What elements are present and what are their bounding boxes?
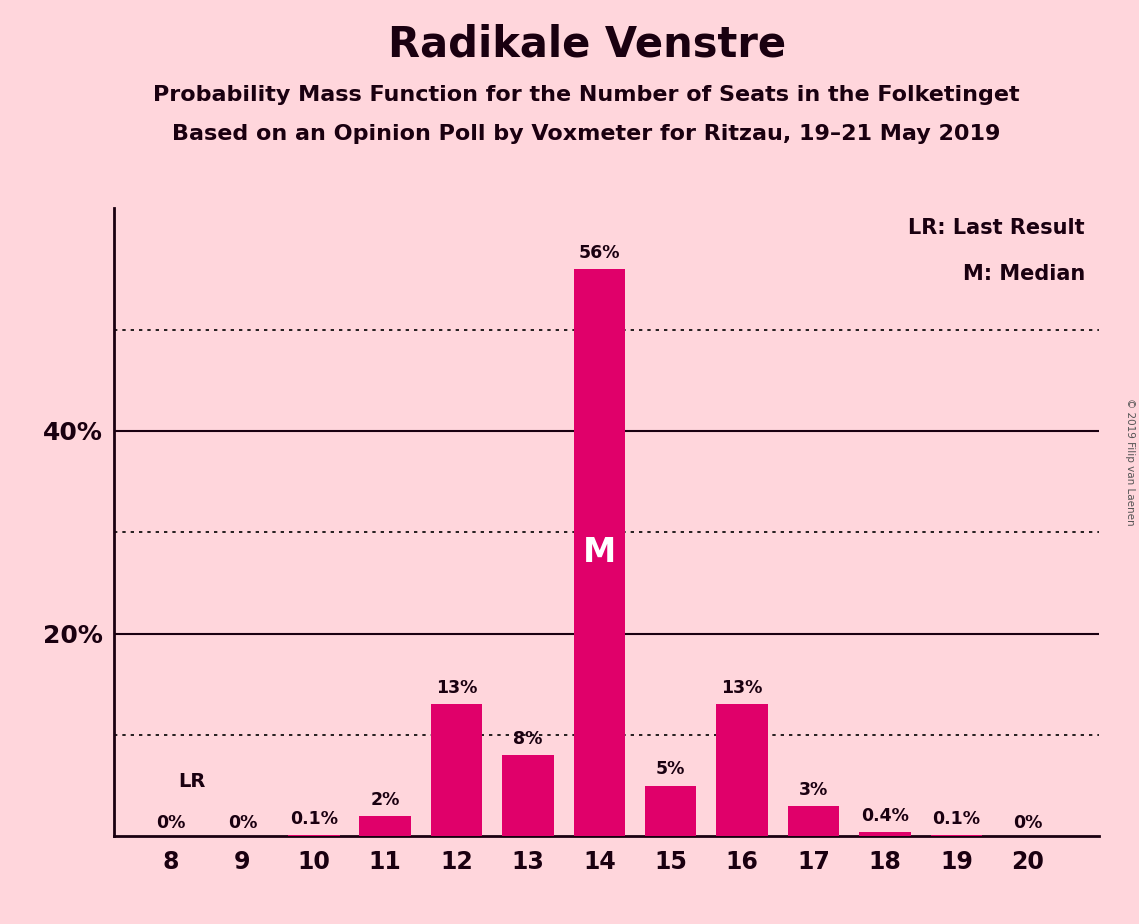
Text: 0.4%: 0.4% <box>861 807 909 825</box>
Text: 2%: 2% <box>370 791 400 808</box>
Text: 13%: 13% <box>436 679 477 698</box>
Text: LR: LR <box>178 772 205 791</box>
Bar <box>360 816 411 836</box>
Text: M: Median: M: Median <box>962 263 1084 284</box>
Text: 0.1%: 0.1% <box>933 810 981 828</box>
Text: M: M <box>583 536 616 569</box>
Text: 0%: 0% <box>228 814 257 833</box>
Bar <box>931 835 982 836</box>
Text: © 2019 Filip van Laenen: © 2019 Filip van Laenen <box>1125 398 1134 526</box>
Text: Based on an Opinion Poll by Voxmeter for Ritzau, 19–21 May 2019: Based on an Opinion Poll by Voxmeter for… <box>172 124 1001 144</box>
Text: 0%: 0% <box>156 814 186 833</box>
Text: 0%: 0% <box>1013 814 1042 833</box>
Bar <box>788 806 839 836</box>
Text: 13%: 13% <box>721 679 763 698</box>
Bar <box>288 835 339 836</box>
Text: 8%: 8% <box>514 730 542 748</box>
Text: 5%: 5% <box>656 760 686 778</box>
Bar <box>645 785 696 836</box>
Bar <box>431 704 482 836</box>
Text: 3%: 3% <box>798 781 828 798</box>
Text: Radikale Venstre: Radikale Venstre <box>387 23 786 65</box>
Text: LR: Last Result: LR: Last Result <box>908 218 1084 238</box>
Bar <box>859 833 911 836</box>
Text: 56%: 56% <box>579 244 620 261</box>
Text: 0.1%: 0.1% <box>289 810 338 828</box>
Bar <box>716 704 768 836</box>
Bar <box>574 269 625 836</box>
Text: Probability Mass Function for the Number of Seats in the Folketinget: Probability Mass Function for the Number… <box>154 85 1019 105</box>
Bar <box>502 755 554 836</box>
